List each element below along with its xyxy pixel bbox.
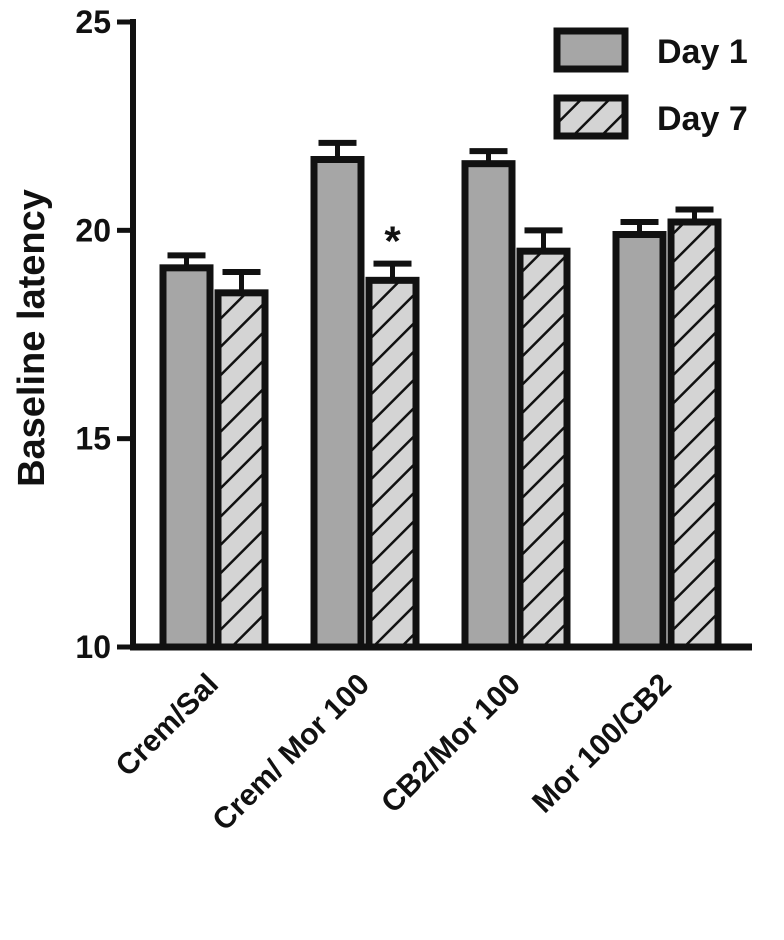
bar-crem-mor-100-day-1 bbox=[310, 156, 365, 651]
bar-cb2-mor-100-day-7 bbox=[516, 247, 571, 651]
x-tick-label-crem-sal: Crem/Sal bbox=[110, 668, 225, 783]
bar-mor-100-cb2-day-7 bbox=[667, 218, 722, 651]
legend-swatch-day-1 bbox=[553, 27, 629, 73]
y-tick-label-20: 20 bbox=[75, 212, 111, 248]
y-tick-label-25: 25 bbox=[75, 4, 111, 40]
bar-crem-mor-100-day-7 bbox=[365, 276, 420, 651]
bar-cb2-mor-100-day-1 bbox=[461, 160, 516, 651]
x-tick-label-cb2-mor-100: CB2/Mor 100 bbox=[375, 668, 527, 820]
x-tick-label-mor-100-cb2: Mor 100/CB2 bbox=[526, 668, 678, 820]
legend-label-day-1: Day 1 bbox=[657, 33, 748, 71]
y-tick-label-10: 10 bbox=[75, 629, 111, 665]
significance-marker: * bbox=[384, 218, 401, 265]
x-tick-label-crem-mor-100: Crem/ Mor 100 bbox=[206, 668, 376, 838]
bar-crem-sal-day-7 bbox=[214, 289, 269, 651]
legend: Day 1 Day 7 bbox=[553, 27, 748, 140]
bar-mor-100-cb2-day-1 bbox=[612, 231, 667, 651]
legend-swatch-day-7 bbox=[553, 94, 629, 140]
y-axis-label: Baseline latency bbox=[11, 189, 53, 487]
bar-crem-sal-day-1 bbox=[159, 264, 214, 651]
legend-label-day-7: Day 7 bbox=[657, 100, 748, 138]
y-tick-label-15: 15 bbox=[75, 421, 111, 457]
